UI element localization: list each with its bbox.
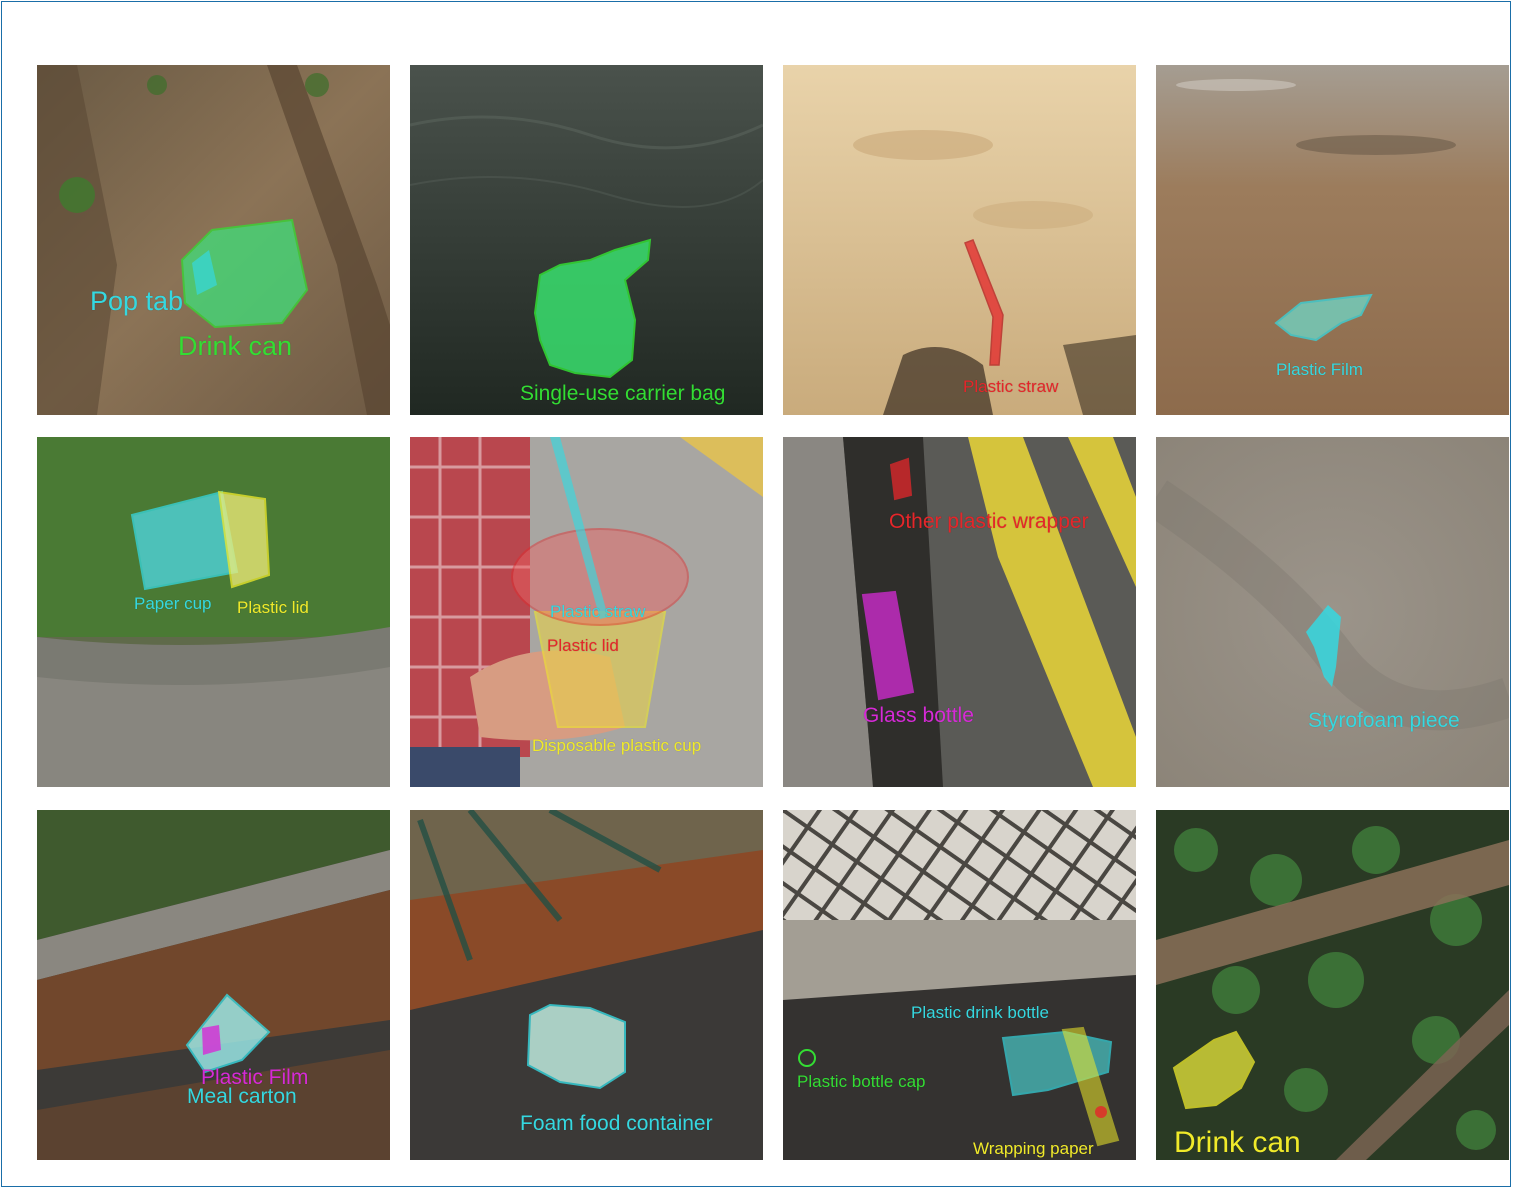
photo-drink-can-ivy-image	[1156, 810, 1509, 1160]
label-plastic-film-carton: Plastic Film	[201, 1066, 309, 1089]
photo-carrier-bag-water: Single-use carrier bag	[410, 65, 763, 415]
photo-foam-container-leaves: Foam food container	[410, 810, 763, 1160]
photo-drink-can-dirt-image	[37, 65, 390, 415]
photo-foam-container-leaves-image	[410, 810, 763, 1160]
label-single-use-carrier-bag: Single-use carrier bag	[520, 382, 726, 405]
label-plastic-straw-cup: Plastic straw	[550, 602, 646, 621]
label-paper-cup: Paper cup	[134, 594, 212, 613]
photo-plastic-film-beach-image	[1156, 65, 1509, 415]
label-styrofoam-piece: Styrofoam piece	[1308, 709, 1460, 732]
photo-drink-bottle-cobbles: Plastic drink bottle Plastic bottle cap …	[783, 810, 1136, 1160]
photo-drink-can-ivy: Drink can	[1156, 810, 1509, 1160]
label-plastic-drink-bottle: Plastic drink bottle	[911, 1003, 1049, 1022]
photo-plastic-cup-hand: Plastic straw Plastic lid Disposable pla…	[410, 437, 763, 787]
label-wrapping-paper: Wrapping paper	[973, 1139, 1094, 1158]
photo-meal-carton-curb-image	[37, 810, 390, 1160]
label-drink-can: Drink can	[178, 331, 293, 361]
label-foam-food-container: Foam food container	[520, 1112, 713, 1135]
label-other-plastic-wrapper: Other plastic wrapper	[889, 510, 1089, 533]
label-meal-carton: Meal carton	[187, 1085, 297, 1108]
label-glass-bottle: Glass bottle	[863, 704, 974, 727]
photo-carrier-bag-water-image	[410, 65, 763, 415]
photo-plastic-film-beach: Plastic Film	[1156, 65, 1509, 415]
photo-plastic-cup-hand-image	[410, 437, 763, 787]
photo-meal-carton-curb: Plastic Film Meal carton	[37, 810, 390, 1160]
label-pop-tab: Pop tab	[90, 286, 184, 316]
photo-drink-bottle-cobbles-image	[783, 810, 1136, 1160]
photo-glass-bottle-road: Other plastic wrapper Glass bottle	[783, 437, 1136, 787]
photo-styrofoam-sand: Styrofoam piece	[1156, 437, 1509, 787]
label-drink-can-ivy: Drink can	[1174, 1126, 1301, 1159]
photo-straw-sand-image	[783, 65, 1136, 415]
photo-straw-sand: Plastic straw	[783, 65, 1136, 415]
photo-glass-bottle-road-image	[783, 437, 1136, 787]
label-plastic-bottle-cap: Plastic bottle cap	[797, 1072, 926, 1091]
label-disposable-plastic-cup: Disposable plastic cup	[532, 736, 702, 755]
photo-drink-can-dirt: Pop tab Drink can	[37, 65, 390, 415]
label-plastic-lid: Plastic lid	[237, 598, 309, 617]
photo-paper-cup-grass-image	[37, 437, 390, 787]
label-plastic-lid-cup: Plastic lid	[547, 636, 619, 655]
label-plastic-straw: Plastic straw	[963, 377, 1059, 396]
label-plastic-film: Plastic Film	[1276, 360, 1363, 379]
photo-paper-cup-grass: Paper cup Plastic lid	[37, 437, 390, 787]
photo-styrofoam-sand-image	[1156, 437, 1509, 787]
